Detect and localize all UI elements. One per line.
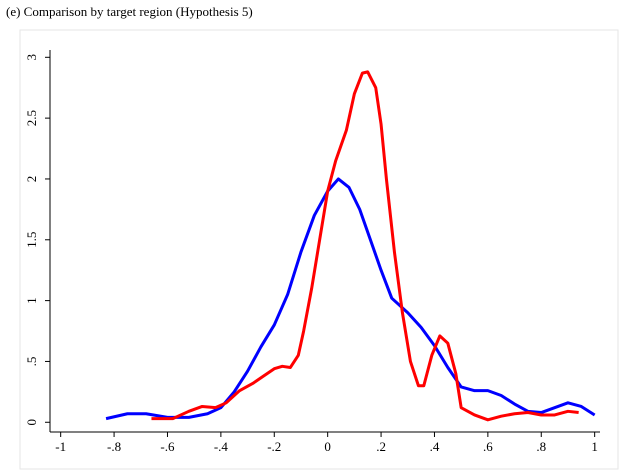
- chart-title: (e) Comparison by target region (Hypothe…: [6, 4, 253, 19]
- y-tick-label: 0: [24, 419, 39, 426]
- x-tick-label: .2: [376, 439, 386, 454]
- x-tick-label: -.2: [267, 439, 281, 454]
- y-tick-label: 2: [24, 176, 39, 183]
- y-tick-label: .5: [24, 357, 39, 367]
- x-tick-label: -1: [55, 439, 66, 454]
- y-tick-label: 1.5: [24, 232, 39, 248]
- x-tick-label: .6: [483, 439, 493, 454]
- x-tick-label: .8: [536, 439, 546, 454]
- density-line: [151, 70, 579, 422]
- x-tick-label: -.6: [160, 439, 175, 454]
- y-tick-label: 2.5: [24, 110, 39, 126]
- x-tick-label: 1: [591, 439, 598, 454]
- y-tick-label: 1: [24, 297, 39, 304]
- density-line: [105, 177, 596, 421]
- x-tick-label: -.4: [214, 439, 229, 454]
- x-tick-label: -.8: [107, 439, 121, 454]
- y-tick-label: 3: [24, 54, 39, 61]
- x-tick-label: 0: [324, 439, 331, 454]
- x-tick-label: .4: [430, 439, 440, 454]
